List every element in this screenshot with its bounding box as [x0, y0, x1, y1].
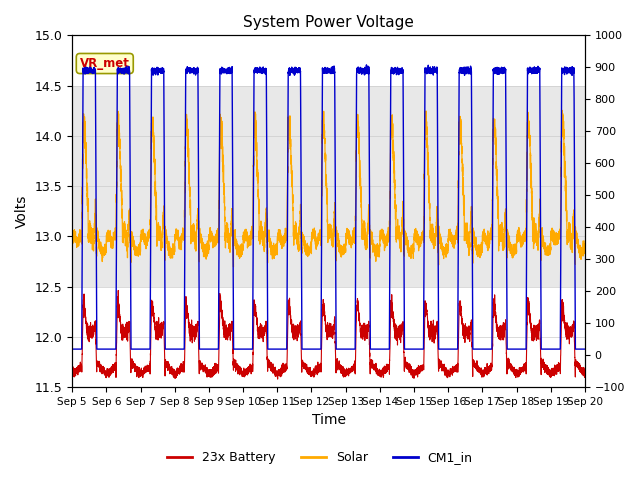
Bar	[72, 85, 585, 287]
Legend: 23x Battery, Solar, CM1_in: 23x Battery, Solar, CM1_in	[163, 446, 477, 469]
X-axis label: Time: Time	[312, 413, 346, 427]
Text: VR_met: VR_met	[80, 57, 130, 70]
Title: System Power Voltage: System Power Voltage	[243, 15, 414, 30]
Y-axis label: Volts: Volts	[15, 195, 29, 228]
